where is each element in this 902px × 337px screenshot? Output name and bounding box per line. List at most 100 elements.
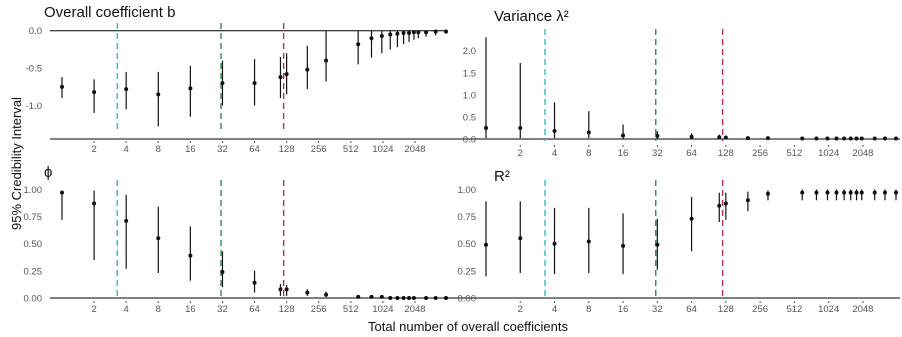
x-tick-label: 256 [752,304,768,315]
data-point [825,136,830,141]
data-point [723,135,728,140]
data-point [124,218,129,223]
panel-plot: 1.00 0.75 0.50 0.25 0.00 2 4 8 16 32 64 128 256 512 10… [50,180,900,315]
data-point [834,136,839,141]
panel-variance: Variance λ² 2.01.51.00.50.02 4 8 16 32 64 128 2… [50,8,900,159]
x-tick-label: 1024 [372,144,393,155]
x-tick-label: 64 [249,304,260,315]
panel-title: Variance λ² [494,8,569,25]
x-tick-label: 1024 [818,304,839,315]
data-point [252,280,257,285]
panel-r-squared: R² 1.00 0.75 0.50 0.25 0.00 2 4 8 16 32 64 128 256 51… [50,168,900,315]
x-tick-label: 1024 [818,148,839,159]
data-point [814,136,819,141]
x-tick-label: 4 [124,144,129,155]
data-point [60,84,64,89]
x-tick-label: 2 [518,148,523,159]
data-point [882,190,887,195]
data-point [586,239,591,244]
data-point [284,287,289,292]
x-tick-label: 512 [343,304,359,315]
y-tick-label: 2.0 [463,46,476,57]
data-point [433,29,438,34]
x-tick-label: 256 [752,148,768,159]
x-tick-label: 2048 [852,304,873,315]
data-point [552,241,557,246]
data-point [842,190,847,195]
data-point [401,30,406,35]
data-point [220,81,225,86]
x-tick-label: 16 [185,304,196,315]
x-tick-label: 64 [249,144,260,155]
data-point [278,75,283,80]
x-tick-label: 128 [718,304,734,315]
x-tick-label: 2048 [404,304,425,315]
data-point [518,125,523,130]
data-point [848,136,853,141]
data-point [848,190,853,195]
x-tick-label: 2048 [852,148,873,159]
x-tick-label: 128 [279,304,295,315]
x-tick-label: 4 [552,148,557,159]
x-tick-label: 256 [311,304,327,315]
data-point [518,236,523,241]
x-tick-label: 128 [279,144,295,155]
x-tick-label: 64 [686,148,697,159]
x-tick-label: 2 [91,304,96,315]
x-tick-label: 4 [552,304,557,315]
data-point [284,72,289,77]
data-point [800,190,805,195]
data-point [621,133,626,138]
x-tick-label: 2048 [404,144,425,155]
data-point [894,136,898,141]
data-point [894,190,898,195]
x-tick-label: 512 [786,148,802,159]
x-tick-label: 16 [618,304,629,315]
data-point [800,136,805,141]
x-tick-label: 16 [185,144,196,155]
data-point [305,67,310,72]
y-tick-label: 0.00 [24,294,43,305]
y-tick-label: 0.75 [458,212,477,223]
x-tick-label: 32 [217,144,228,155]
data-point [745,198,750,203]
data-point [842,136,847,141]
panel-title: ϕ [44,164,52,181]
data-point [60,190,64,195]
data-point [882,136,887,141]
panel-title: R² [494,168,510,185]
y-tick-label: 0.0 [29,26,42,37]
data-point [416,30,421,35]
panel-overall-coefficient-b: Overall coefficient b 0.0 -0.5 -1.0 2 4 8 16 32… [26,4,448,155]
data-point [484,125,488,130]
data-point [717,135,722,140]
data-point [872,136,877,141]
data-point [188,86,193,91]
y-tick-label: 0.25 [458,266,477,277]
y-tick-label: -0.5 [26,64,42,75]
data-point [92,201,97,206]
data-point [765,191,770,196]
y-tick-label: 0.75 [24,212,43,223]
y-tick-label: 0.50 [24,239,43,250]
data-point [395,31,400,36]
data-point [324,292,329,297]
data-point [388,32,393,37]
x-tick-label: 2 [91,144,96,155]
y-tick-label: 0.00 [458,294,477,305]
panel-title: Overall coefficient b [44,4,175,21]
x-tick-label: 512 [343,144,359,155]
panel-phi: ϕ 1.00 0.75 0.50 0.25 0.00 2 4 8 16 32 64 128 256 512… [24,164,448,315]
y-tick-label: 1.00 [458,185,477,196]
y-tick-label: 0.0 [463,135,476,146]
data-point [717,203,722,208]
data-point [278,287,283,292]
data-point [156,92,161,97]
x-tick-label: 4 [124,304,129,315]
data-point [854,190,859,195]
x-tick-label: 128 [718,148,734,159]
data-point [124,87,129,92]
data-point [834,190,839,195]
x-tick-label: 2 [518,304,523,315]
y-tick-label: 0.5 [463,112,476,123]
